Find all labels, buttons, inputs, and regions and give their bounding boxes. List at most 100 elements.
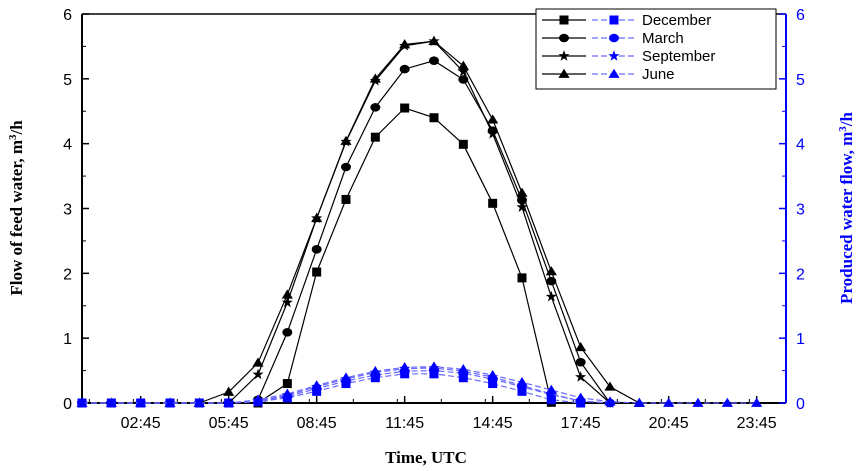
y-right-tick-label: 5 bbox=[796, 72, 805, 89]
legend-label: March bbox=[642, 30, 684, 47]
feed-point-march bbox=[399, 64, 410, 74]
y-right-tick-label: 6 bbox=[796, 7, 805, 24]
produced-point-june bbox=[663, 397, 675, 407]
produced-point-june bbox=[193, 397, 205, 407]
produced-point-june bbox=[575, 392, 587, 402]
produced-point-december bbox=[546, 395, 556, 405]
y-left-tick-label: 5 bbox=[63, 72, 72, 89]
legend-item-march: March bbox=[542, 30, 684, 47]
legend-label: September bbox=[642, 48, 715, 65]
feed-point-september bbox=[516, 201, 528, 212]
feed-point-june bbox=[369, 73, 381, 83]
x-tick-label: 11:45 bbox=[385, 415, 424, 432]
legend-feed-marker bbox=[558, 68, 570, 78]
series-feed-june bbox=[193, 35, 645, 407]
legend-item-december: December bbox=[542, 12, 711, 29]
feed-point-march bbox=[311, 245, 322, 254]
x-axis-title: Time, UTC bbox=[385, 448, 467, 467]
feed-point-december bbox=[341, 194, 351, 204]
produced-point-june bbox=[633, 397, 645, 407]
feed-point-december bbox=[488, 198, 498, 208]
y-right-tick-label: 2 bbox=[796, 266, 805, 283]
series-produced-december bbox=[77, 369, 586, 408]
legend-item-june: June bbox=[542, 66, 675, 83]
y-left-tick-label: 2 bbox=[63, 266, 72, 283]
legend-produced-marker bbox=[609, 15, 619, 25]
feed-point-september bbox=[457, 65, 469, 77]
y-left-tick-label: 1 bbox=[63, 331, 72, 348]
feed-point-june bbox=[428, 35, 440, 46]
feed-point-december bbox=[517, 273, 527, 283]
produced-point-june bbox=[135, 397, 147, 407]
produced-point-june bbox=[428, 361, 440, 371]
y-right-tick-label: 0 bbox=[796, 396, 805, 413]
feed-point-june bbox=[516, 187, 528, 197]
feed-point-december bbox=[400, 103, 410, 113]
feed-point-september bbox=[281, 296, 293, 308]
feed-point-march bbox=[282, 328, 293, 337]
produced-point-june bbox=[721, 397, 733, 407]
feed-point-december bbox=[282, 379, 292, 389]
x-tick-label: 23:45 bbox=[737, 415, 777, 432]
produced-point-june bbox=[76, 397, 88, 407]
series-feed-september bbox=[223, 35, 616, 408]
x-tick-label: 17:45 bbox=[561, 415, 601, 432]
feed-point-march bbox=[429, 56, 439, 65]
produced-point-december bbox=[488, 379, 498, 389]
feed-point-june bbox=[399, 39, 411, 49]
feed-point-september bbox=[575, 371, 587, 382]
produced-point-june bbox=[487, 369, 499, 379]
x-tick-label: 02:45 bbox=[121, 415, 161, 432]
feed-point-march bbox=[341, 162, 351, 172]
legend-produced-marker bbox=[608, 68, 620, 78]
series-feed-december bbox=[253, 103, 556, 408]
produced-point-june bbox=[692, 397, 704, 407]
feed-point-march bbox=[370, 103, 381, 112]
legend-label: June bbox=[642, 66, 675, 83]
feed-point-june bbox=[604, 381, 616, 391]
produced-point-june bbox=[281, 388, 293, 398]
produced-point-june bbox=[604, 396, 616, 406]
feed-point-december bbox=[312, 267, 322, 277]
feed-point-june bbox=[340, 135, 352, 145]
legend-produced-marker bbox=[609, 33, 619, 43]
feed-line-june bbox=[199, 40, 640, 404]
y-left-tick-label: 0 bbox=[63, 396, 72, 413]
produced-point-december bbox=[458, 373, 468, 383]
legend-label: December bbox=[642, 12, 711, 29]
y-left-tick-label: 6 bbox=[63, 7, 72, 24]
legend-item-september: September bbox=[542, 48, 715, 65]
legend-feed-marker bbox=[559, 15, 569, 25]
legend-produced-marker bbox=[608, 50, 620, 61]
labels-layer: Time, UTC Flow of feed water, m3/h Produ… bbox=[7, 112, 856, 467]
produced-point-june bbox=[311, 380, 323, 390]
y-axis-right-title: Produced water flow, m3/h bbox=[837, 112, 856, 304]
feed-point-september bbox=[545, 290, 557, 302]
produced-line-june bbox=[82, 366, 757, 404]
series-produced-june bbox=[76, 361, 763, 407]
feed-point-june bbox=[575, 341, 587, 352]
produced-point-june bbox=[399, 362, 411, 372]
produced-point-december bbox=[517, 386, 527, 396]
feed-point-september bbox=[252, 368, 264, 380]
produced-point-june bbox=[369, 365, 381, 376]
produced-point-june bbox=[105, 397, 117, 407]
feed-point-june bbox=[457, 60, 469, 70]
feed-point-march bbox=[575, 357, 586, 367]
produced-point-june bbox=[457, 363, 469, 374]
y-right-tick-label: 1 bbox=[796, 331, 805, 348]
x-tick-label: 05:45 bbox=[209, 415, 249, 432]
y-left-tick-label: 4 bbox=[63, 137, 72, 154]
feed-point-june bbox=[223, 386, 235, 396]
feed-point-june bbox=[487, 114, 499, 124]
produced-point-june bbox=[340, 372, 352, 382]
feed-point-june bbox=[281, 289, 293, 299]
series-feed-march bbox=[253, 56, 615, 408]
produced-point-june bbox=[223, 397, 235, 407]
feed-point-december bbox=[370, 132, 380, 142]
x-tick-label: 20:45 bbox=[649, 415, 689, 432]
feed-point-september bbox=[487, 128, 499, 139]
legend-box bbox=[535, 8, 777, 90]
